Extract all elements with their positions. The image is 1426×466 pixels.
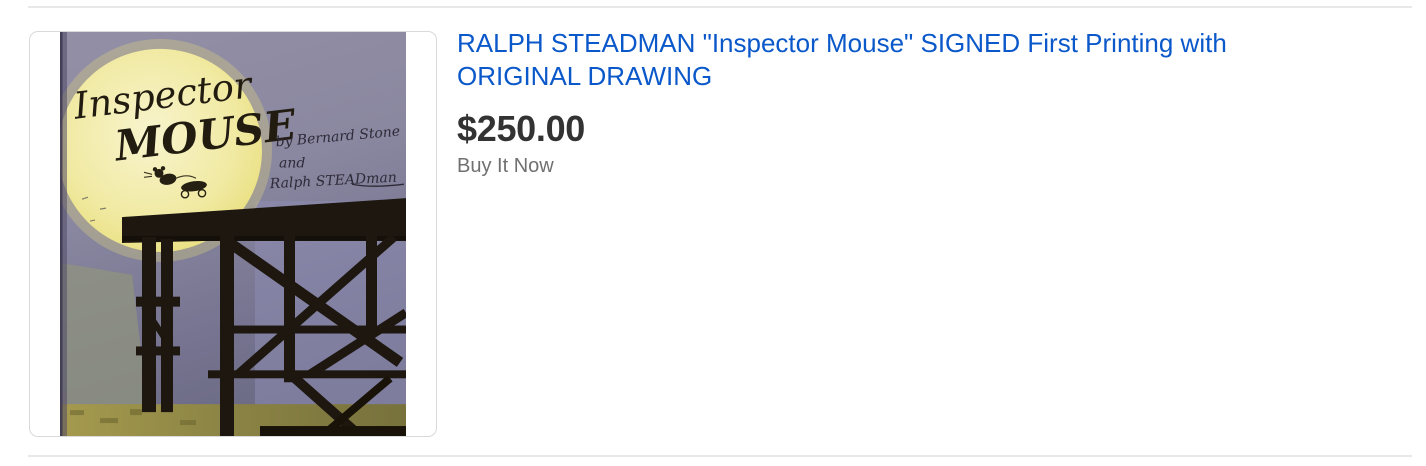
buy-it-now-label: Buy It Now xyxy=(457,155,554,177)
bottom-divider xyxy=(28,455,1412,457)
cover-byline-line3: Ralph STEADman xyxy=(268,170,397,193)
bridge-silhouette xyxy=(122,198,406,436)
cover-byline-line2: and xyxy=(279,155,305,171)
top-divider xyxy=(28,6,1412,8)
mouse-figure xyxy=(143,166,207,199)
listing-thumbnail-link[interactable]: Inspector MOUSE by Bernard Stone and Ral… xyxy=(29,31,437,437)
book-cover-image: Inspector MOUSE by Bernard Stone and Ral… xyxy=(60,32,406,436)
listing-title-link[interactable]: RALPH STEADMAN "Inspector Mouse" SIGNED … xyxy=(457,28,1227,91)
listing-price: $250.00 xyxy=(457,108,586,149)
